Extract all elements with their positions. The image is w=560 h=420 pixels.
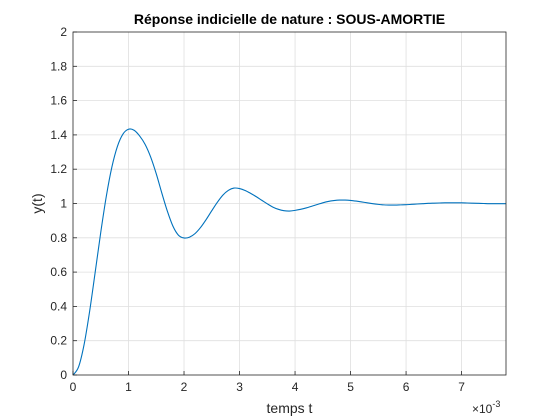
y-tick-label: 0.4: [50, 299, 67, 313]
response-curve: [72, 128, 506, 376]
x-axis-label: temps t: [267, 400, 313, 416]
x-tick-label: 4: [292, 380, 299, 394]
y-axis-label: y(t): [29, 193, 45, 213]
chart-title: Réponse indicielle de nature : SOUS-AMOR…: [134, 11, 445, 27]
x-tick-label: 6: [403, 380, 410, 394]
x-tick-label: 2: [181, 380, 188, 394]
x-tick-label: 5: [347, 380, 354, 394]
x-tick-label: 7: [458, 380, 465, 394]
x-exponent-power: -3: [492, 399, 500, 409]
y-tick-label: 0.8: [50, 231, 67, 245]
x-exponent-base: ×10: [472, 402, 493, 416]
y-tick-label: 2: [60, 25, 67, 39]
x-exponent-label: ×10-3: [472, 399, 500, 416]
y-tick-label: 0: [60, 368, 67, 382]
y-tick-label: 1.4: [50, 128, 67, 142]
y-tick-label: 1.6: [50, 94, 67, 108]
x-tick-label: 3: [236, 380, 243, 394]
y-tick-label: 0.6: [50, 265, 67, 279]
x-tick-label: 0: [70, 380, 77, 394]
y-tick-label: 0.2: [50, 334, 67, 348]
ticks: 0 1 2 3 4 5 6 7 0 0.2 0.4 0.6 0.8 1 1.2 1.4 1.6 1.8 2: [50, 25, 465, 394]
y-tick-label: 1: [60, 197, 67, 211]
series-layer: [72, 128, 506, 376]
y-tick-label: 1.2: [50, 162, 67, 176]
grid: [73, 32, 506, 375]
x-tick-label: 1: [125, 380, 132, 394]
y-tick-label: 1.8: [50, 59, 67, 73]
